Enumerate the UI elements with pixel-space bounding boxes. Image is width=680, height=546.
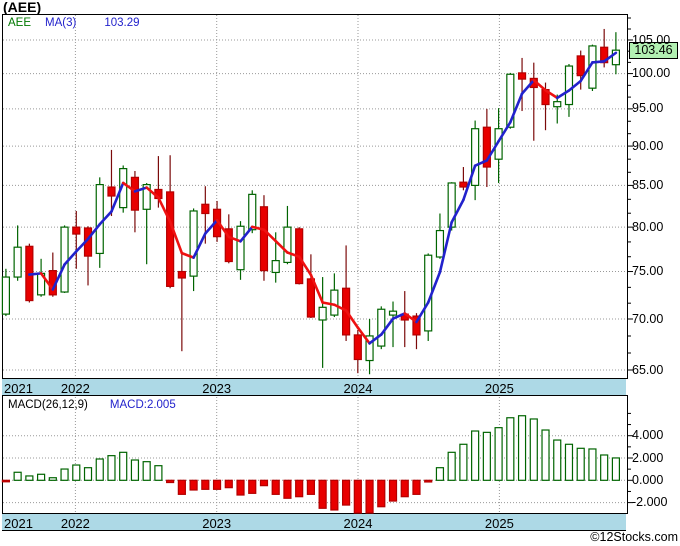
year-label: 2024 [343,516,373,531]
legend-symbol: AEE [8,17,32,29]
macd-axis-label: -2.000 [632,495,668,510]
year-label: 2025 [484,516,514,531]
macd-value: MACD:2.005 [109,399,176,411]
price-axis-label: 90.00 [632,138,664,153]
price-axis-label: 100.00 [632,66,671,81]
price-axis-label: 80.00 [632,219,664,234]
macd-chart-panel [2,395,628,514]
watermark-credit: ©12Stocks.com [590,530,678,544]
price-axis-label: 75.00 [632,264,664,279]
date-axis-band-top [2,378,626,396]
year-label: 2021 [4,516,33,531]
macd-axis-label: 0.000 [632,472,664,487]
price-axis-label: 70.00 [632,311,664,326]
page-title: (AEE) [3,0,42,15]
price-axis-label: 85.00 [632,177,664,192]
price-axis-label: 105.00 [632,32,671,47]
year-label: 2022 [60,516,90,531]
macd-legend: MACD(26,12,9) MACD:2.005 [8,399,190,411]
year-label: 2022 [60,381,90,396]
price-axis-label: 65.00 [632,362,664,377]
last-price-badge: 103.46 [629,42,678,60]
year-label: 2021 [4,381,33,396]
macd-axis-label: 2.000 [632,450,664,465]
price-chart-panel [2,14,628,379]
macd-axis-label: 4.000 [632,428,664,443]
year-label: 2023 [202,381,232,396]
macd-label: MACD(26,12,9) [8,399,88,411]
year-label: 2025 [484,381,514,396]
year-label: 2023 [202,516,232,531]
year-label: 2024 [343,381,373,396]
legend-ma-label: MA(3) [45,17,77,29]
date-axis-band-bottom [2,513,626,531]
price-axis-label: 95.00 [632,101,664,116]
price-chart-legend: AEE MA(3) 103.29 [8,17,154,29]
legend-ma-value: 103.29 [104,17,140,29]
